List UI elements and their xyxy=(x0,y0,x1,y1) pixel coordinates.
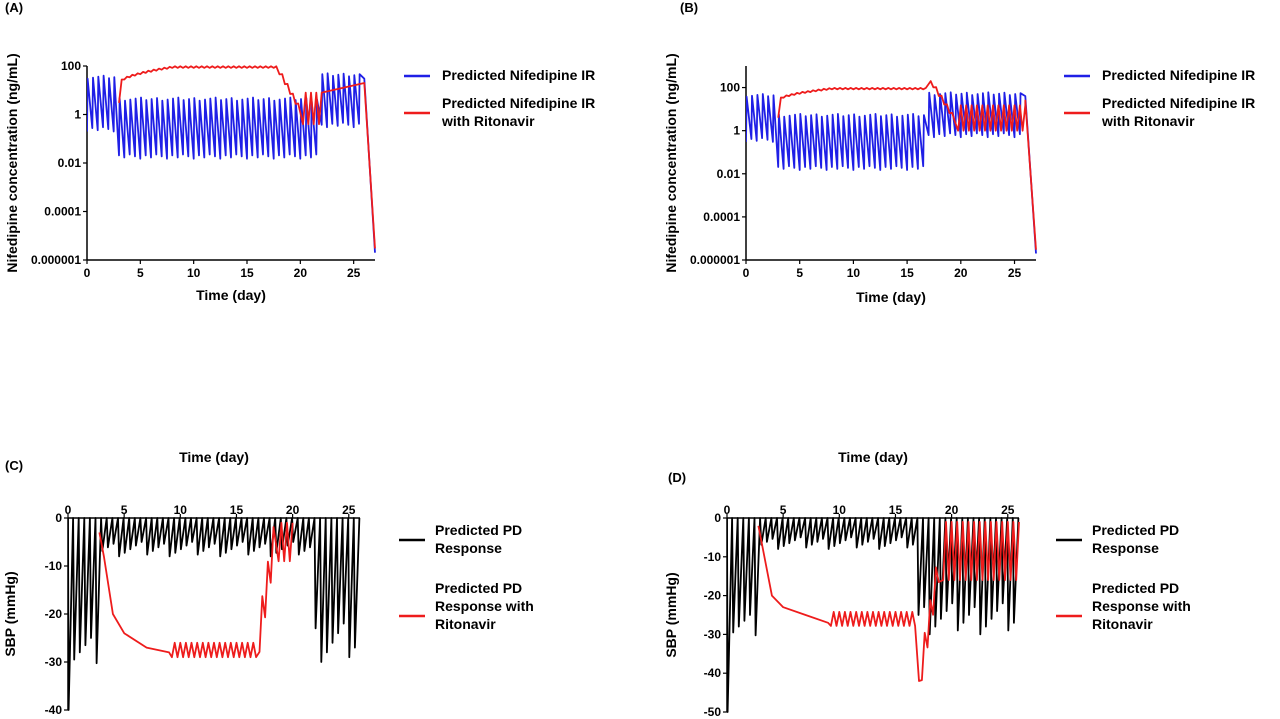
legend-entry: Predicted PD Response with Ritonavir xyxy=(1092,580,1191,632)
y-tick-label: 0 xyxy=(714,511,721,525)
x-tick-label: 5 xyxy=(121,503,128,517)
x-tick-label: 10 xyxy=(174,503,188,517)
y-tick-label: 0.01 xyxy=(58,156,82,170)
y-tick-label: -20 xyxy=(45,607,63,621)
x-tick-label: 25 xyxy=(1008,266,1022,280)
x-tick-label: 25 xyxy=(342,503,356,517)
legend-entry: Predicted Nifedipine IR with Ritonavir xyxy=(441,95,595,129)
x-tick-label: 0 xyxy=(84,266,91,280)
y-tick-label: -30 xyxy=(45,655,63,669)
y-tick-label: 1 xyxy=(733,124,740,138)
x-tick-label: 15 xyxy=(230,503,244,517)
series-line-blue xyxy=(87,72,376,253)
x-tick-label: 10 xyxy=(187,266,201,280)
legend-entry: Predicted PD Response xyxy=(435,522,522,556)
series-line-blue xyxy=(746,91,1037,254)
legend-entry: Predicted Nifedipine IR with Ritonavir xyxy=(1101,95,1255,129)
x-axis-title: Time (day) xyxy=(838,449,908,465)
x-tick-label: 0 xyxy=(65,503,72,517)
y-tick-label: 100 xyxy=(61,59,81,73)
panel-label: (C) xyxy=(5,458,23,473)
x-tick-label: 15 xyxy=(889,503,903,517)
x-tick-label: 15 xyxy=(240,266,254,280)
series-line-red xyxy=(118,65,376,249)
x-axis-title: Time (day) xyxy=(179,449,249,465)
y-tick-label: -10 xyxy=(704,550,722,564)
y-tick-label: -30 xyxy=(704,627,722,641)
y-tick-label: -40 xyxy=(704,666,722,680)
y-axis-title: Nifedipine concentration (ng/mL) xyxy=(663,53,679,272)
chart-panel-d: (D) 0 5 10 15 20 25 0 -10 -20 -30 -40 -50 Time (day) S… xyxy=(663,449,1191,719)
x-tick-label: 20 xyxy=(945,503,959,517)
legend-entry: Predicted PD Response with Ritonavir xyxy=(435,580,534,632)
legend-entry: Predicted Nifedipine IR xyxy=(442,67,595,83)
x-tick-label: 20 xyxy=(294,266,308,280)
series-line-black xyxy=(727,517,1020,713)
y-tick-label: 0.0001 xyxy=(703,210,740,224)
y-tick-label: 1 xyxy=(74,108,81,122)
series-line-red xyxy=(757,521,1020,682)
y-tick-label: -50 xyxy=(704,705,722,719)
x-tick-label: 15 xyxy=(900,266,914,280)
y-tick-label: 0.000001 xyxy=(31,253,81,267)
x-tick-label: 25 xyxy=(1001,503,1015,517)
series-line-black xyxy=(68,517,361,711)
panel-label: (B) xyxy=(680,0,698,15)
y-tick-label: 0.0001 xyxy=(44,205,81,219)
series-line-red xyxy=(777,80,1037,250)
x-tick-label: 0 xyxy=(724,503,731,517)
x-tick-label: 5 xyxy=(137,266,144,280)
y-tick-label: -40 xyxy=(45,703,63,717)
series-line-red xyxy=(98,521,294,659)
y-axis-title: SBP (mmHg) xyxy=(2,571,18,656)
panel-label: (A) xyxy=(5,0,23,15)
legend-entry: Predicted PD Response xyxy=(1092,522,1179,556)
y-tick-label: 0 xyxy=(55,511,62,525)
x-tick-label: 20 xyxy=(286,503,300,517)
x-tick-label: 20 xyxy=(954,266,968,280)
y-axis-title: Nifedipine concentration (ng/mL) xyxy=(4,53,20,272)
chart-panel-a: (A) 0 5 10 15 20 25 0.000001 0.0001 0.01 1 100 Time … xyxy=(4,0,595,303)
y-tick-label: -20 xyxy=(704,589,722,603)
x-tick-label: 5 xyxy=(796,266,803,280)
x-tick-label: 25 xyxy=(347,266,361,280)
y-tick-label: -10 xyxy=(45,559,63,573)
y-tick-label: 100 xyxy=(720,81,740,95)
y-axis-title: SBP (mmHg) xyxy=(663,572,679,657)
x-tick-label: 0 xyxy=(743,266,750,280)
y-tick-label: 0.000001 xyxy=(690,253,740,267)
panel-label: (D) xyxy=(668,470,686,485)
x-axis-title: Time (day) xyxy=(856,289,926,305)
x-tick-label: 10 xyxy=(847,266,861,280)
y-tick-label: 0.01 xyxy=(717,167,741,181)
chart-panel-c: (C) 0 5 10 15 20 25 0 -10 -20 -30 -40 Time (day) SBP … xyxy=(2,449,534,717)
x-tick-label: 5 xyxy=(780,503,787,517)
x-tick-label: 10 xyxy=(833,503,847,517)
x-axis-title: Time (day) xyxy=(196,287,266,303)
legend-entry: Predicted Nifedipine IR xyxy=(1102,67,1255,83)
chart-panel-b: (B) 0 5 10 15 20 25 0.000001 0.0001 0.01 1 100 Time … xyxy=(663,0,1255,305)
